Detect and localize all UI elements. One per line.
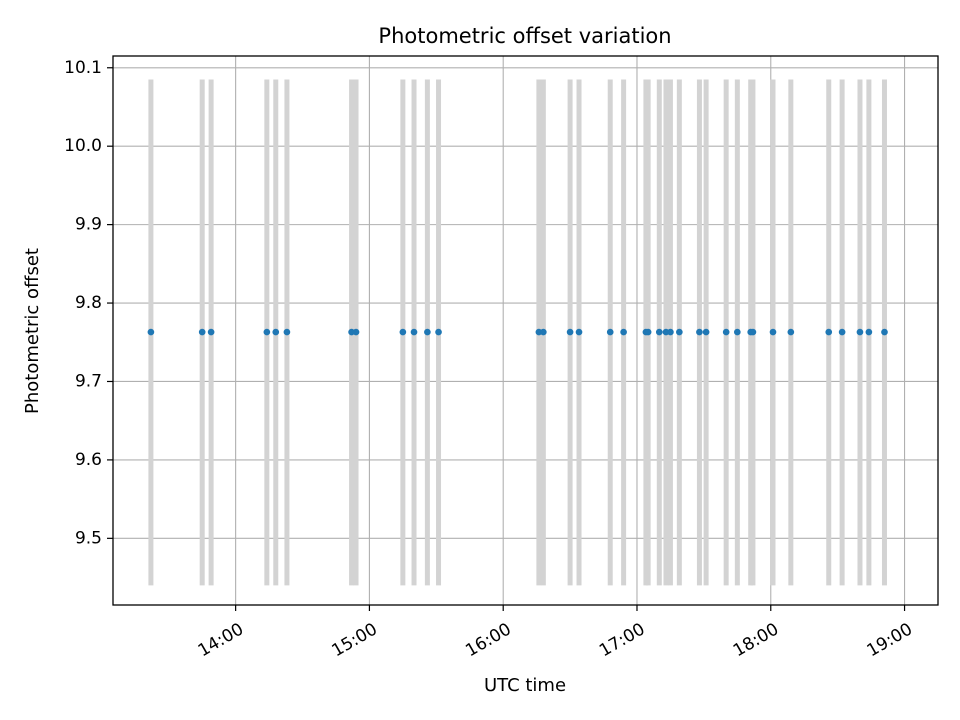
data-point xyxy=(787,328,795,336)
data-point xyxy=(283,328,291,336)
data-point xyxy=(696,328,703,336)
plot-frame xyxy=(112,55,939,606)
data-point xyxy=(825,328,833,336)
y-tick-label: 9.6 xyxy=(75,450,102,470)
data-point xyxy=(540,328,547,336)
y-tick-label: 9.8 xyxy=(75,293,102,313)
data-point xyxy=(399,328,407,336)
data-point xyxy=(722,328,730,336)
data-point xyxy=(147,328,155,336)
data-point xyxy=(566,328,574,336)
data-point xyxy=(749,328,757,336)
data-point xyxy=(702,328,710,336)
chart-title: Photometric offset variation xyxy=(378,24,671,48)
data-point xyxy=(575,328,583,336)
data-point xyxy=(606,328,614,336)
x-axis-label: UTC time xyxy=(484,675,566,696)
y-tick-label: 10.0 xyxy=(64,136,102,156)
data-point xyxy=(734,328,741,336)
data-point xyxy=(207,328,215,336)
data-point xyxy=(644,328,652,336)
data-point xyxy=(263,328,271,336)
data-point xyxy=(435,328,442,336)
y-axis-ticks: 9.5 9.6 9.7 9.8 9.9 10.0 10.1 xyxy=(64,58,113,548)
data-point xyxy=(410,328,418,336)
data-point xyxy=(881,328,888,336)
data-point xyxy=(676,328,683,336)
y-axis-label: Photometric offset xyxy=(22,248,43,414)
data-point xyxy=(865,328,873,336)
data-point xyxy=(667,328,674,336)
data-point xyxy=(620,328,627,336)
data-point xyxy=(272,328,280,336)
data-point xyxy=(352,328,360,336)
data-point xyxy=(838,328,846,336)
y-tick-label: 9.7 xyxy=(75,371,102,391)
y-tick-label: 9.5 xyxy=(75,528,102,548)
y-tick-label: 9.9 xyxy=(75,215,102,235)
data-point xyxy=(655,328,663,336)
data-point xyxy=(769,328,777,336)
y-tick-label: 10.1 xyxy=(64,58,102,78)
data-point xyxy=(198,328,206,336)
point-layer xyxy=(147,328,888,336)
data-point xyxy=(424,328,431,336)
data-point xyxy=(856,328,864,336)
